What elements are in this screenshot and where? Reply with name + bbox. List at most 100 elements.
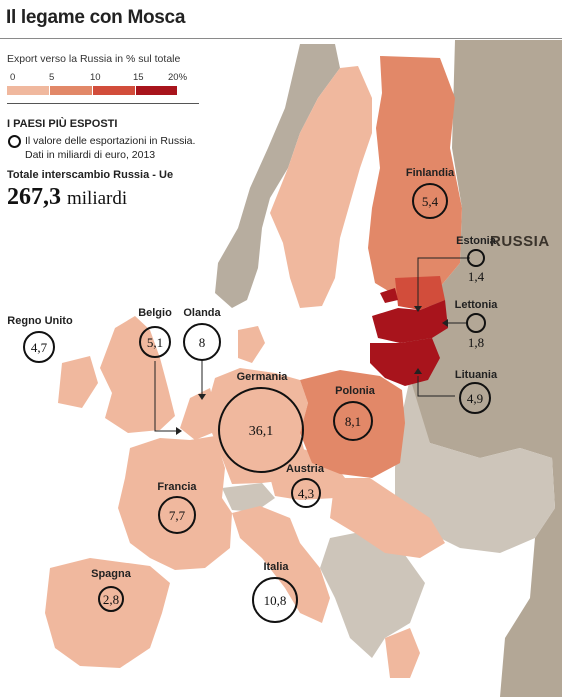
italy-shape bbox=[232, 506, 330, 623]
page-title: Il legame con Mosca bbox=[6, 7, 186, 28]
regno-unito-label: Regno Unito bbox=[7, 315, 73, 327]
poland-shape bbox=[300, 370, 405, 478]
polonia-bubble bbox=[333, 401, 373, 441]
olanda-leader-arrow bbox=[198, 394, 206, 400]
lithuania-leader-line bbox=[417, 376, 455, 397]
polonia-value: 8,1 bbox=[345, 414, 361, 429]
total-figure: 267,3 miliardi bbox=[7, 184, 127, 211]
polonia-marker: Polonia 8,1 bbox=[333, 385, 376, 441]
germania-marker: Germania 36,1 bbox=[218, 371, 304, 473]
lithuania-leader-arrow bbox=[414, 368, 422, 374]
lituania-bubble bbox=[459, 382, 491, 414]
francia-label: Francia bbox=[157, 481, 197, 493]
germania-label: Germania bbox=[237, 371, 289, 383]
circle-key-text: Il valore delle esportazioni in Russia. … bbox=[25, 135, 196, 161]
estonia-leader-line bbox=[417, 257, 470, 306]
scale-segment-0-5 bbox=[7, 86, 49, 95]
olanda-marker: Olanda 8 bbox=[183, 307, 222, 361]
balkans-territory bbox=[320, 530, 425, 658]
lettonia-bubble bbox=[466, 313, 486, 333]
lituania-label: Lituania bbox=[455, 369, 498, 381]
uk-shape bbox=[100, 316, 175, 433]
scale-segment-5-10 bbox=[50, 86, 92, 95]
lettonia-value: 1,8 bbox=[468, 335, 484, 350]
iberia-shape bbox=[45, 558, 170, 668]
france-shape bbox=[118, 436, 232, 570]
spagna-label: Spagna bbox=[91, 568, 132, 580]
austria-bubble bbox=[291, 478, 321, 508]
belgio-marker: Belgio 5,1 bbox=[138, 307, 172, 358]
belgio-leader-arrow bbox=[176, 427, 182, 435]
italia-marker: Italia 10,8 bbox=[252, 561, 298, 623]
russia-territory bbox=[405, 40, 562, 697]
scale-tick-5: 5 bbox=[49, 72, 55, 83]
finlandia-bubble bbox=[412, 183, 448, 219]
olanda-value: 8 bbox=[199, 335, 206, 350]
legend-divider bbox=[7, 103, 199, 104]
austria-label: Austria bbox=[286, 463, 325, 475]
lituania-marker: Lituania 4,9 bbox=[455, 369, 498, 414]
scale-tick-0: 0 bbox=[10, 72, 16, 83]
greece-shape bbox=[385, 628, 420, 678]
lettonia-marker: Lettonia 1,8 bbox=[455, 299, 499, 350]
regno-unito-bubble bbox=[23, 331, 55, 363]
spagna-value: 2,8 bbox=[103, 592, 119, 607]
latvia-shape bbox=[372, 300, 448, 343]
circle-key-icon bbox=[8, 135, 21, 148]
olanda-label: Olanda bbox=[183, 307, 221, 319]
estonia-shape bbox=[395, 276, 445, 310]
finlandia-label: Finlandia bbox=[406, 167, 455, 179]
italia-value: 10,8 bbox=[264, 593, 287, 608]
estonia-marker: Estonia 1,4 bbox=[456, 235, 497, 284]
olanda-bubble bbox=[183, 323, 221, 361]
belgio-label: Belgio bbox=[138, 307, 172, 319]
germania-bubble bbox=[218, 387, 304, 473]
italia-label: Italia bbox=[263, 561, 289, 573]
lithuania-shape bbox=[370, 338, 440, 386]
scale-segment-15-20 bbox=[136, 86, 177, 95]
finlandia-value: 5,4 bbox=[422, 194, 439, 209]
header: Il legame con Mosca bbox=[0, 0, 562, 39]
lituania-value: 4,9 bbox=[467, 391, 483, 406]
russia-label: RUSSIA bbox=[490, 233, 550, 250]
latvia-leader-arrow bbox=[442, 319, 448, 327]
legend-title: Export verso la Russia in % sul totale bbox=[7, 53, 181, 65]
francia-marker: Francia 7,7 bbox=[157, 481, 197, 534]
sweden-shape bbox=[270, 66, 372, 308]
belgio-value: 5,1 bbox=[147, 335, 163, 350]
germania-value: 36,1 bbox=[249, 424, 274, 439]
exposed-title: I PAESI PIÙ ESPOSTI bbox=[7, 118, 118, 130]
italia-bubble bbox=[252, 577, 298, 623]
austria-value: 4,3 bbox=[298, 486, 314, 501]
scale-segment-10-15 bbox=[93, 86, 135, 95]
polonia-label: Polonia bbox=[335, 385, 376, 397]
estonia-bubble bbox=[467, 249, 485, 267]
francia-value: 7,7 bbox=[169, 508, 186, 523]
finlandia-marker: Finlandia 5,4 bbox=[406, 167, 455, 219]
spagna-bubble bbox=[98, 586, 124, 612]
francia-bubble bbox=[158, 496, 196, 534]
estonia-value: 1,4 bbox=[468, 269, 485, 284]
gotland-shape bbox=[380, 288, 398, 303]
color-scale bbox=[7, 86, 177, 95]
belgio-bubble bbox=[139, 326, 171, 358]
ireland-shape bbox=[58, 356, 98, 408]
netherlands-belgium-shape bbox=[180, 388, 215, 440]
scale-tick-20: 20% bbox=[168, 72, 188, 83]
total-label: Totale interscambio Russia - Ue bbox=[7, 169, 174, 181]
swiss-territory bbox=[222, 483, 275, 512]
finland-shape bbox=[368, 56, 462, 298]
scale-tick-10: 10 bbox=[90, 72, 101, 83]
regno-unito-value: 4,7 bbox=[31, 340, 48, 355]
belgio-leader-line bbox=[154, 361, 178, 432]
regno-unito-marker: Regno Unito 4,7 bbox=[7, 315, 73, 363]
spagna-marker: Spagna 2,8 bbox=[91, 568, 132, 612]
hungary-romania-shape bbox=[330, 478, 445, 558]
estonia-leader-arrow bbox=[414, 306, 422, 312]
belarus-ukraine-territory bbox=[395, 378, 555, 553]
total-value: 267,3 bbox=[7, 184, 61, 210]
norway-territory bbox=[215, 44, 340, 308]
austria-marker: Austria 4,3 bbox=[286, 463, 325, 508]
total-unit: miliardi bbox=[67, 188, 128, 209]
